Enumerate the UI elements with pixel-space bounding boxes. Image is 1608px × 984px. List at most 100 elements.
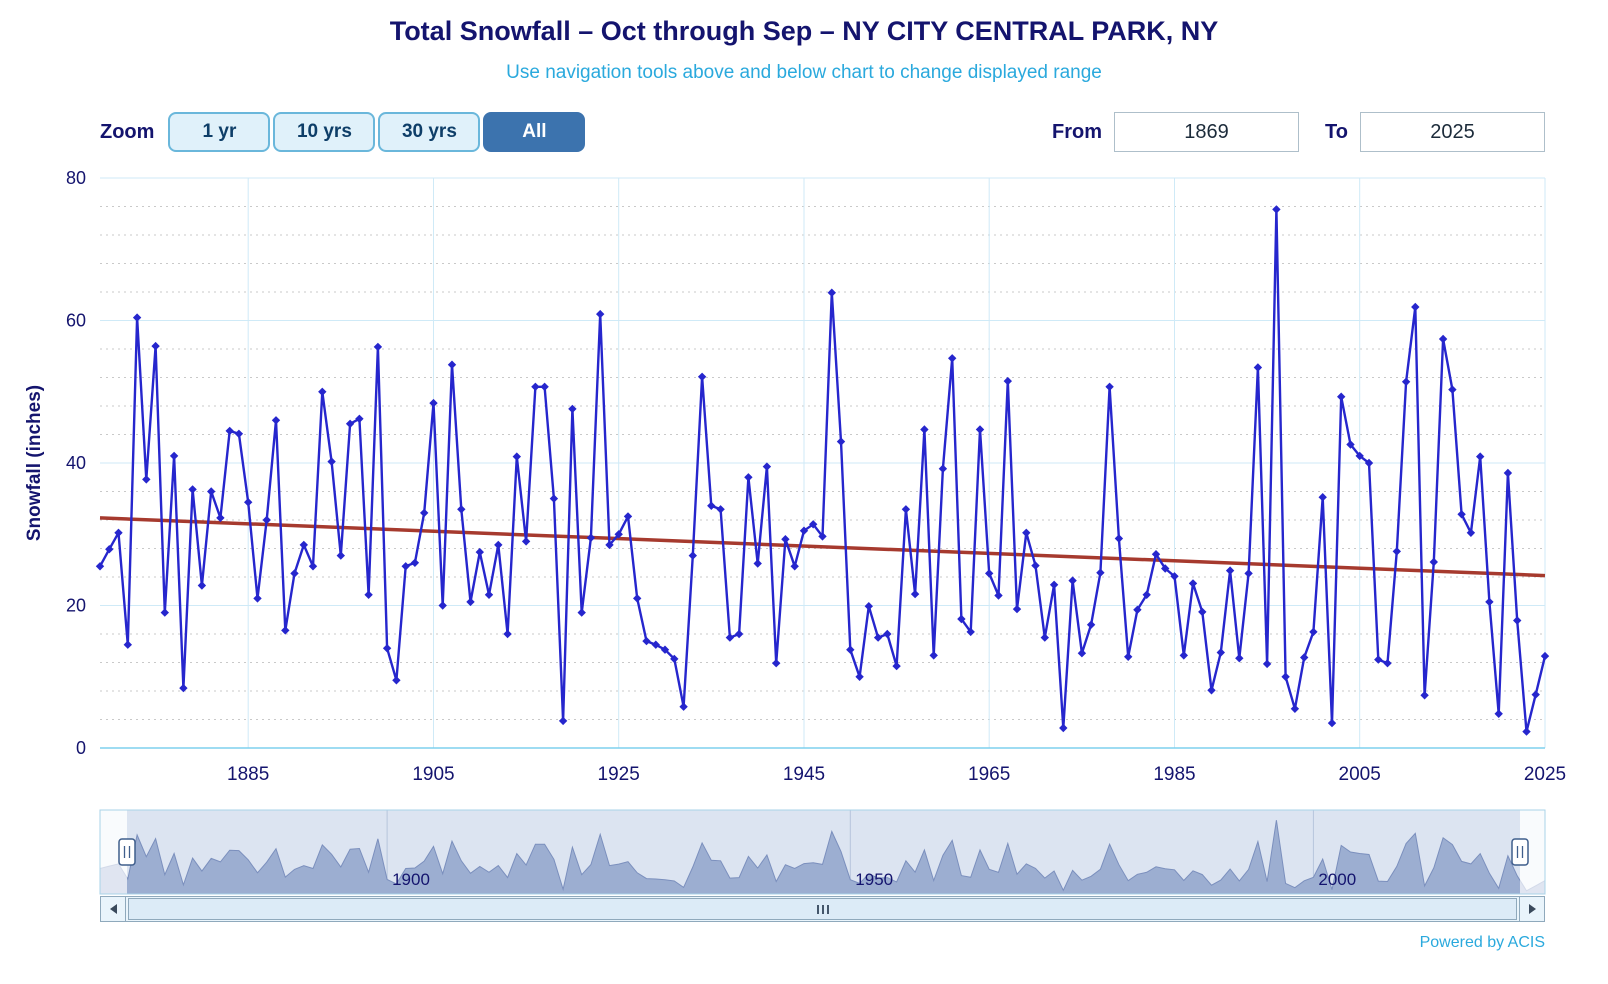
data-point-marker[interactable] [105, 545, 114, 554]
data-point-marker[interactable] [142, 475, 151, 484]
data-point-marker[interactable] [457, 505, 466, 514]
data-point-marker[interactable] [1485, 597, 1494, 607]
data-point-marker[interactable] [188, 485, 197, 494]
powered-by-acis-link[interactable]: Powered by ACIS [1419, 934, 1545, 951]
data-point-marker[interactable] [438, 601, 447, 610]
data-point-marker[interactable] [1068, 576, 1077, 585]
data-point-marker[interactable] [503, 629, 512, 639]
data-point-marker[interactable] [1346, 440, 1355, 449]
data-point-marker[interactable] [299, 540, 308, 550]
navigator-right-handle[interactable] [1511, 838, 1529, 866]
data-point-marker[interactable] [1022, 528, 1031, 537]
data-point-marker[interactable] [1438, 334, 1448, 344]
data-point-marker[interactable] [1262, 659, 1272, 669]
data-point-marker[interactable] [290, 569, 299, 578]
data-point-marker[interactable] [373, 342, 383, 352]
data-point-marker[interactable] [799, 526, 809, 535]
data-point-marker[interactable] [1290, 704, 1300, 713]
data-point-marker[interactable] [1420, 691, 1429, 700]
data-point-marker[interactable] [892, 661, 901, 671]
data-point-marker[interactable] [1411, 302, 1420, 312]
data-point-marker[interactable] [1503, 468, 1513, 478]
data-point-marker[interactable] [985, 569, 994, 578]
data-point-marker[interactable] [549, 494, 559, 503]
data-point-marker[interactable] [1318, 493, 1327, 502]
data-point-marker[interactable] [1216, 648, 1225, 657]
data-point-marker[interactable] [697, 372, 707, 381]
data-point-marker[interactable] [734, 629, 744, 639]
data-point-marker[interactable] [355, 414, 364, 423]
data-point-marker[interactable] [725, 633, 735, 642]
data-point-marker[interactable] [1466, 528, 1476, 537]
from-year-input[interactable] [1114, 112, 1300, 152]
data-point-marker[interactable] [420, 508, 429, 518]
zoom-10yrs-button[interactable]: 10 yrs [273, 112, 376, 152]
zoom-1yr-button[interactable]: 1 yr [168, 112, 271, 152]
zoom-all-button[interactable]: All [483, 112, 586, 152]
data-point-marker[interactable] [836, 437, 846, 446]
data-point-marker[interactable] [1531, 690, 1540, 699]
data-point-marker[interactable] [670, 654, 679, 664]
data-point-marker[interactable] [1207, 686, 1216, 695]
data-point-marker[interactable] [679, 702, 688, 711]
data-point-marker[interactable] [540, 382, 549, 391]
data-point-marker[interactable] [410, 558, 420, 567]
data-point-marker[interactable] [948, 354, 957, 363]
scrollbar-track[interactable] [126, 896, 1519, 922]
data-point-marker[interactable] [1170, 572, 1179, 581]
data-point-marker[interactable] [1031, 561, 1040, 570]
data-point-marker[interactable] [197, 581, 207, 590]
data-point-marker[interactable] [1096, 568, 1105, 577]
data-point-marker[interactable] [281, 626, 290, 635]
data-point-marker[interactable] [401, 562, 410, 571]
data-point-marker[interactable] [716, 505, 725, 514]
data-point-marker[interactable] [827, 288, 836, 297]
data-point-marker[interactable] [605, 540, 614, 550]
data-point-marker[interactable] [114, 528, 123, 537]
data-point-marker[interactable] [1355, 451, 1364, 461]
data-point-marker[interactable] [1059, 723, 1068, 733]
data-point-marker[interactable] [1124, 652, 1133, 661]
data-point-marker[interactable] [1244, 569, 1253, 578]
data-point-marker[interactable] [1429, 557, 1438, 567]
data-point-marker[interactable] [818, 532, 827, 541]
data-point-marker[interactable] [1235, 654, 1244, 663]
data-point-marker[interactable] [1253, 363, 1263, 372]
to-year-input[interactable] [1360, 112, 1545, 152]
data-point-marker[interactable] [1494, 709, 1503, 718]
data-point-marker[interactable] [1179, 651, 1188, 660]
data-point-marker[interactable] [1374, 655, 1383, 664]
navigator-left-handle[interactable] [118, 838, 136, 866]
data-point-marker[interactable] [308, 562, 318, 571]
data-point-marker[interactable] [1040, 633, 1049, 642]
data-point-marker[interactable] [234, 429, 244, 438]
data-point-marker[interactable] [957, 614, 966, 624]
data-point-marker[interactable] [883, 629, 892, 639]
data-point-marker[interactable] [169, 451, 179, 461]
data-point-marker[interactable] [484, 590, 494, 599]
data-point-marker[interactable] [1364, 458, 1374, 468]
data-point-marker[interactable] [207, 487, 216, 496]
data-point-marker[interactable] [1198, 607, 1207, 617]
data-point-marker[interactable] [1003, 376, 1012, 386]
data-point-marker[interactable] [586, 533, 596, 542]
data-point-marker[interactable] [633, 594, 642, 603]
data-point-marker[interactable] [707, 501, 716, 510]
data-point-marker[interactable] [1142, 590, 1151, 599]
data-point-marker[interactable] [1225, 566, 1235, 575]
data-point-marker[interactable] [123, 640, 132, 649]
data-point-marker[interactable] [1086, 620, 1096, 629]
data-point-marker[interactable] [244, 498, 253, 507]
data-point-marker[interactable] [466, 597, 475, 607]
data-point-marker[interactable] [910, 589, 920, 599]
data-point-marker[interactable] [901, 505, 911, 514]
data-point-marker[interactable] [132, 313, 142, 322]
data-point-marker[interactable] [975, 425, 985, 434]
data-point-marker[interactable] [929, 651, 938, 660]
data-point-marker[interactable] [1540, 651, 1550, 661]
data-point-marker[interactable] [809, 520, 818, 529]
data-point-marker[interactable] [336, 551, 345, 560]
data-point-marker[interactable] [327, 457, 336, 466]
data-point-marker[interactable] [790, 562, 799, 571]
data-point-marker[interactable] [151, 341, 160, 351]
